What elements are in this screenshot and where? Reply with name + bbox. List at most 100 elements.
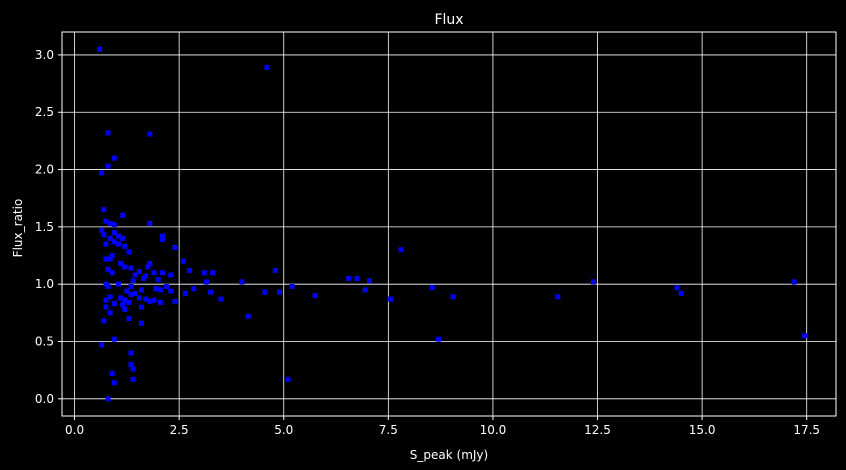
x-tick-label: 10.0 [480,423,507,437]
data-point [155,277,161,283]
data-point [168,272,174,278]
data-point [678,290,684,296]
data-point [147,220,153,226]
data-point [109,253,115,259]
data-point [191,286,197,292]
chart-title: Flux [434,12,463,28]
data-point [97,46,103,52]
data-point [450,294,456,300]
data-point [239,279,245,285]
data-point [126,316,132,322]
data-point [164,283,170,289]
data-point [312,293,318,299]
data-point [245,313,251,319]
data-point [120,212,126,218]
data-point [387,296,393,302]
data-point [151,297,157,303]
data-point [157,300,163,306]
data-point [138,287,144,293]
data-point [101,232,107,238]
data-point [791,279,797,285]
data-point [151,270,157,276]
data-point [136,269,142,275]
data-point [346,275,352,281]
data-point [115,241,121,247]
data-point [122,306,128,312]
data-point [111,239,117,245]
data-point [115,233,121,239]
data-point [159,270,165,276]
x-tick-label: 5.0 [274,423,293,437]
data-point [107,220,113,226]
data-points [97,46,808,402]
data-point [111,230,117,236]
data-point [107,235,113,241]
data-point [145,264,151,270]
data-point [285,376,291,382]
data-point [124,288,130,294]
y-tick-label: 3.0 [35,48,54,62]
data-point [103,241,109,247]
data-point [130,366,136,372]
data-point [802,333,808,339]
x-axis-ticks: 0.0 2.5 5.0 7.5 10.0 12.5 15.0 17.5 [65,416,820,437]
x-axis-title: S_peak (mJy) [410,448,488,462]
data-point [128,350,134,356]
grid-lines [62,32,836,416]
data-point [264,65,270,71]
data-point [126,249,132,255]
data-point [182,290,188,296]
data-point [138,320,144,326]
y-tick-label: 1.5 [35,220,54,234]
data-point [111,336,117,342]
data-point [210,270,216,276]
x-tick-label: 2.5 [170,423,189,437]
data-point [354,275,360,281]
data-point [118,261,124,267]
data-point [122,243,128,249]
y-axis-ticks: 0.0 0.5 1.0 1.5 2.0 2.5 3.0 [35,48,62,406]
data-point [126,300,132,306]
data-point [122,297,128,303]
data-point [272,267,278,273]
data-point [103,256,109,262]
data-point [101,318,107,324]
data-point [172,244,178,250]
data-point [362,287,368,293]
data-point [101,207,107,213]
plot-area-frame [61,31,837,417]
data-point [109,270,115,276]
x-tick-label: 15.0 [689,423,716,437]
data-point [105,283,111,289]
y-tick-label: 2.0 [35,163,54,177]
data-point [436,336,442,342]
data-point [99,342,105,348]
data-point [103,297,109,303]
data-point [218,296,224,302]
data-point [168,288,174,294]
data-point [159,236,165,242]
data-point [201,270,207,276]
data-point [105,163,111,169]
data-point [111,155,117,161]
data-point [147,131,153,137]
data-point [159,233,165,239]
data-point [122,264,128,270]
y-tick-label: 1.0 [35,277,54,291]
data-point [132,272,138,278]
data-point [99,170,105,176]
data-point [132,290,138,296]
data-point [128,361,134,367]
x-tick-label: 17.5 [793,423,820,437]
data-point [262,289,268,295]
data-point [105,396,111,402]
data-point [105,130,111,136]
x-tick-label: 0.0 [65,423,84,437]
data-point [103,218,109,224]
data-point [153,286,159,292]
data-point [99,227,105,233]
data-point [107,294,113,300]
data-point [289,283,295,289]
